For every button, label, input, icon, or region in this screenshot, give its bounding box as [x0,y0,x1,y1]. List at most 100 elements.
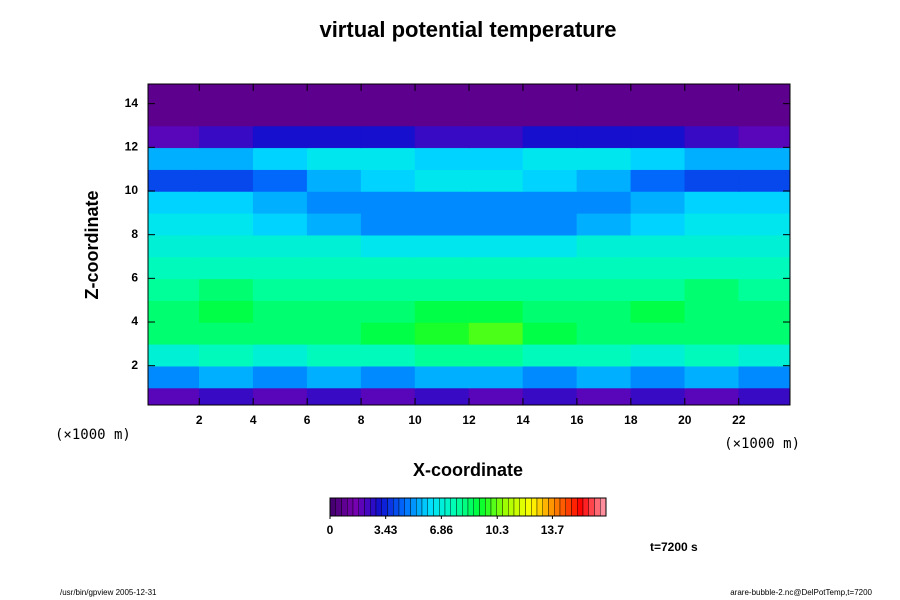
heatmap-cell [252,234,308,258]
heatmap-cell [414,103,470,127]
footer-left: /usr/bin/gpview 2005-12-31 [60,588,157,597]
heatmap-cell [684,125,740,149]
colorbar-box [577,497,584,517]
heatmap-cell [148,190,201,214]
heatmap-cell [468,190,524,214]
heatmap-cell [576,168,632,192]
y-tick-label: 6 [131,271,138,285]
colorbar-box [525,497,532,517]
heatmap-cell [360,212,416,236]
heatmap-cell [576,321,632,345]
x-axis-label: X-coordinate [413,460,523,480]
colorbar-box [329,497,336,517]
heatmap-cell [306,321,362,345]
heatmap-cell [306,84,362,105]
colorbar-box [594,497,601,517]
heatmap-cell [306,103,362,127]
heatmap-cell [414,147,470,170]
heatmap-cell [684,190,740,214]
heatmap-cell [199,103,254,127]
heatmap-cell [576,278,632,301]
heatmap-cell [684,365,740,389]
heatmap-cell [684,256,740,280]
heatmap-cell [148,125,201,149]
heatmap-cell [148,212,201,236]
heatmap-cell [522,234,578,258]
heatmap-cell [306,190,362,214]
heatmap-cell [738,168,790,192]
heatmap-cells [148,84,790,405]
colorbar-box [479,497,486,517]
heatmap-cell [522,147,578,170]
heatmap-cell [576,234,632,258]
colorbar-box [370,497,377,517]
heatmap-cell [199,343,254,367]
heatmap-cell [738,256,790,280]
heatmap-cell [199,321,254,345]
heatmap-cell [360,190,416,214]
colorbar-box [335,497,342,517]
heatmap-cell [148,84,201,105]
heatmap-cell [738,190,790,214]
heatmap-cell [148,387,201,405]
heatmap-cell [522,278,578,301]
heatmap-cell [148,256,201,280]
heatmap-cell [576,212,632,236]
colorbar-box [571,497,578,517]
heatmap-cell [738,212,790,236]
heatmap-cell [360,343,416,367]
colorbar-box [444,497,451,517]
heatmap-cell [522,103,578,127]
heatmap-cell [414,212,470,236]
heatmap-cell [630,387,686,405]
y-tick-label: 8 [131,227,138,241]
heatmap-cell [576,387,632,405]
x-tick-label: 4 [250,413,257,427]
heatmap-cell [684,387,740,405]
heatmap-cell [630,343,686,367]
colorbar-box [542,497,549,517]
heatmap-cell [576,147,632,170]
colorbar-box [462,497,469,517]
heatmap-cell [252,103,308,127]
heatmap-cell [414,321,470,345]
heatmap-cell [630,365,686,389]
heatmap-cell [199,84,254,105]
chart-title: virtual potential temperature [319,17,616,42]
heatmap-cell [306,365,362,389]
heatmap-cell [360,299,416,323]
heatmap-cell [684,103,740,127]
heatmap-cell [414,190,470,214]
heatmap-cell [252,321,308,345]
heatmap-cell [522,299,578,323]
heatmap-cell [522,343,578,367]
x-tick-label: 20 [678,413,692,427]
colorbar-box [467,497,474,517]
heatmap-cell [252,125,308,149]
heatmap-cell [468,256,524,280]
heatmap-cell [414,278,470,301]
heatmap-cell [630,190,686,214]
colorbar-box [416,497,423,517]
heatmap-cell [252,168,308,192]
heatmap-cell [414,387,470,405]
heatmap-cell [252,387,308,405]
heatmap-cell [360,168,416,192]
colorbar-tick-label: 13.7 [541,523,565,537]
x-axis-unit: (×1000 m) [724,436,800,452]
heatmap-cell [738,103,790,127]
heatmap-cell [684,321,740,345]
colorbar-box [381,497,388,517]
heatmap-cell [468,387,524,405]
heatmap-cell [522,321,578,345]
y-axis-unit: (×1000 m) [55,427,131,443]
heatmap-cell [252,278,308,301]
heatmap-cell [306,168,362,192]
colorbar-box [508,497,515,517]
heatmap-cell [199,168,254,192]
heatmap-cell [630,321,686,345]
x-tick-label: 16 [570,413,584,427]
heatmap-cell [148,365,201,389]
heatmap-cell [576,125,632,149]
heatmap-cell [360,256,416,280]
